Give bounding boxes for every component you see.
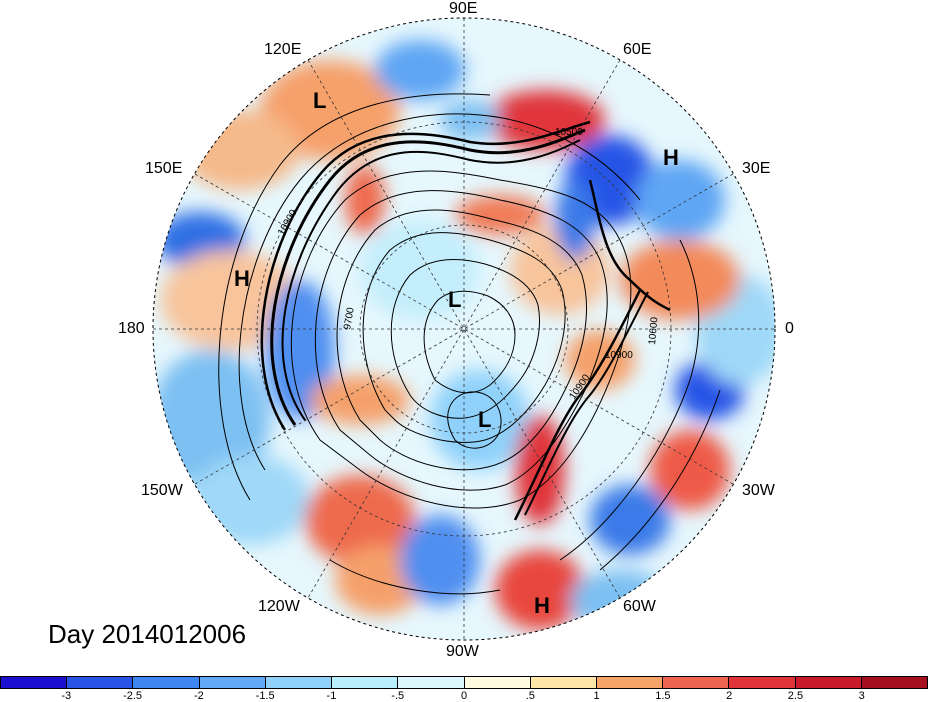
high-pressure-center: H bbox=[234, 266, 250, 291]
colorbar-segment bbox=[398, 677, 465, 688]
lon-label-120e: 120E bbox=[264, 41, 302, 58]
colorbar-tick-label: 3 bbox=[858, 690, 865, 702]
contour-label: 10500 bbox=[555, 127, 583, 138]
lon-label-180: 180 bbox=[118, 320, 145, 337]
graticule bbox=[153, 18, 775, 640]
high-pressure-center: H bbox=[534, 593, 550, 618]
low-pressure-center: L bbox=[313, 88, 327, 113]
colorbar-tick-label: -2.5 bbox=[123, 690, 143, 702]
colorbar-tick-label: 1 bbox=[593, 690, 600, 702]
page-title: Day 2014012006 bbox=[48, 619, 247, 649]
lon-label-60e: 60E bbox=[623, 41, 652, 58]
colorbar-tick-label: -3 bbox=[61, 690, 72, 702]
colorbar-segment bbox=[729, 677, 796, 688]
lon-label-0: 0 bbox=[785, 320, 794, 337]
colorbar bbox=[0, 676, 928, 689]
colorbar-segment bbox=[265, 677, 333, 688]
colorbar-tick-label: .5 bbox=[525, 690, 535, 702]
low-pressure-center: L bbox=[478, 407, 492, 432]
colorbar-tick-label: 2 bbox=[726, 690, 733, 702]
lon-label-150w: 150W bbox=[141, 482, 183, 499]
colorbar-segment bbox=[464, 677, 531, 688]
lon-label-90w: 90W bbox=[446, 643, 479, 660]
high-pressure-center: H bbox=[663, 145, 679, 170]
colorbar-tick-label: -1 bbox=[326, 690, 337, 702]
colorbar-ticks: -3 -2.5 -2 -1.5 -1 -.5 0 .5 1 1.5 2 2.5 3 bbox=[0, 690, 928, 702]
colorbar-tick-label: 0 bbox=[460, 690, 468, 702]
colorbar-segment bbox=[133, 677, 200, 688]
lon-label-120w: 120W bbox=[258, 598, 300, 615]
colorbar-segment bbox=[663, 677, 730, 688]
colorbar-segment bbox=[795, 677, 862, 688]
colorbar-segment bbox=[1, 677, 68, 688]
colorbar-segment bbox=[861, 677, 928, 688]
polar-map: 10900 9700 10900 10900 10600 10500 bbox=[152, 17, 776, 641]
colorbar-segment bbox=[332, 677, 399, 688]
contour-label: 9700 bbox=[342, 306, 357, 330]
colorbar-tick-label: -.5 bbox=[391, 690, 405, 702]
colorbar-tick-label: 2.5 bbox=[787, 690, 804, 702]
colorbar-segment bbox=[596, 677, 664, 688]
colorbar-segment bbox=[199, 677, 266, 688]
lon-label-60w: 60W bbox=[623, 598, 656, 615]
lon-label-30e: 30E bbox=[742, 160, 771, 177]
colorbar-tick-label: -2 bbox=[193, 690, 204, 702]
low-pressure-center: L bbox=[448, 287, 462, 312]
height-contours bbox=[218, 93, 721, 595]
lon-label-30w: 30W bbox=[742, 482, 775, 499]
lon-label-150e: 150E bbox=[145, 160, 183, 177]
colorbar-tick-label: 1.5 bbox=[655, 690, 671, 702]
lon-label-90e: 90E bbox=[449, 0, 478, 17]
colorbar-segment bbox=[67, 677, 134, 688]
colorbar-segment bbox=[530, 677, 597, 688]
colorbar-tick-label: -1.5 bbox=[255, 690, 275, 702]
contour-label: 10600 bbox=[647, 316, 660, 345]
contour-label: 10900 bbox=[605, 350, 633, 361]
